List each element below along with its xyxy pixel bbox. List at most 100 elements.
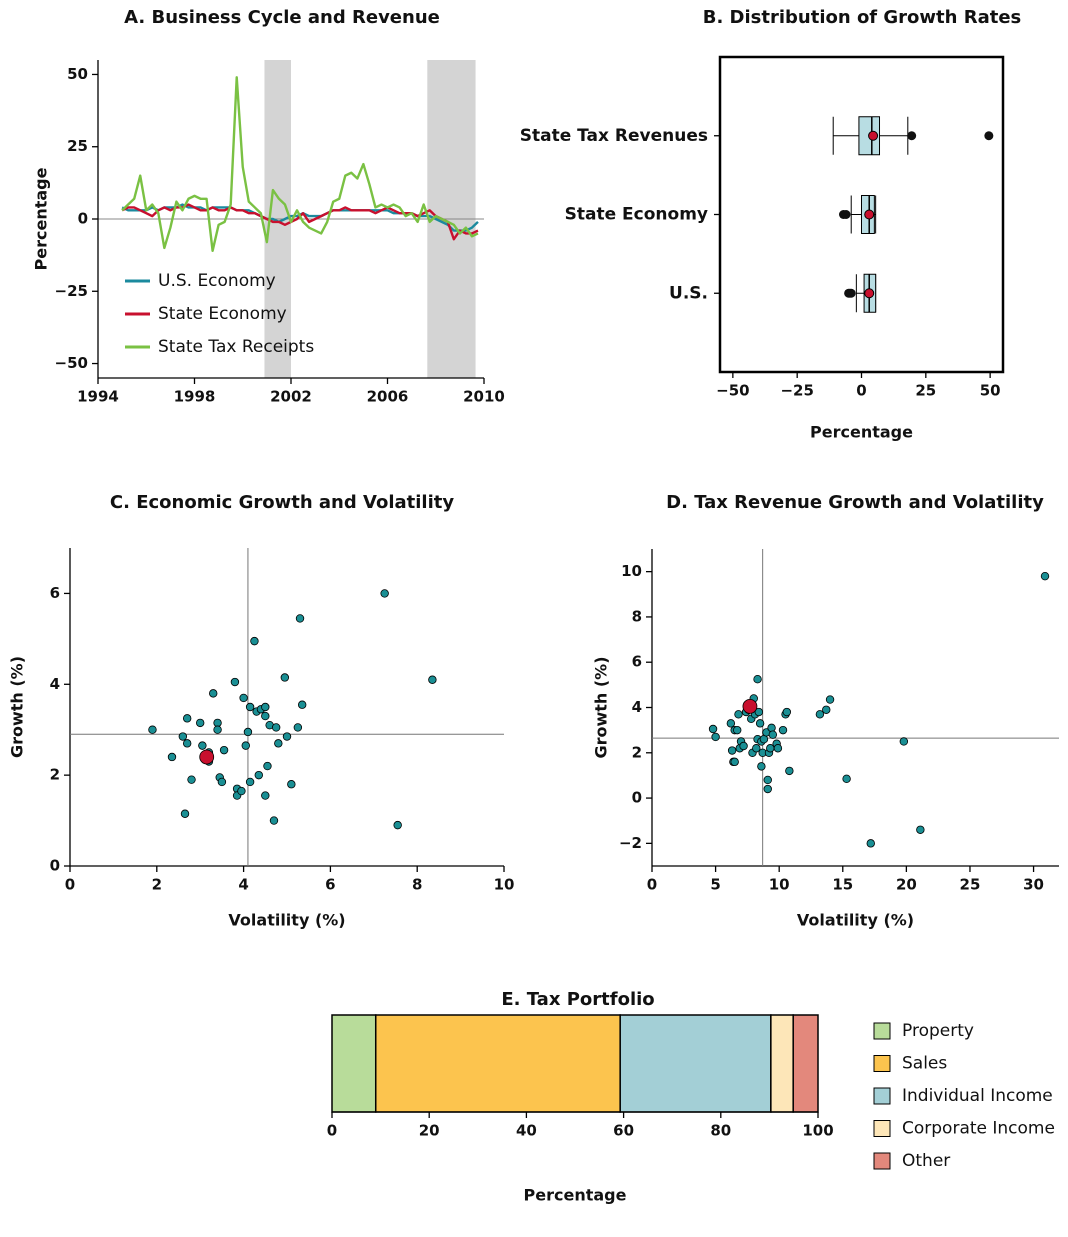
x-tick-label: 10 [769, 876, 790, 894]
point [219, 745, 229, 755]
x-tick-label: 2002 [270, 388, 312, 406]
point [782, 707, 792, 717]
point [753, 674, 762, 684]
legend-label: Property [902, 1021, 974, 1041]
point [428, 675, 437, 684]
x-tick-label: 0 [856, 382, 866, 400]
point [243, 727, 253, 737]
x-tick-label: 25 [960, 876, 981, 894]
chart-title: A. Business Cycle and Revenue [124, 7, 440, 28]
legend-label: Individual Income [902, 1086, 1053, 1106]
point [254, 770, 263, 780]
point [167, 752, 177, 762]
point [182, 739, 192, 748]
x-tick-label: 30 [1023, 876, 1044, 894]
y-tick-label: −2 [619, 834, 642, 852]
y-axis-label: Growth (%) [8, 656, 27, 758]
point [261, 711, 270, 721]
x-tick-label: 80 [710, 1122, 731, 1140]
point [178, 732, 188, 741]
point [752, 744, 761, 753]
bar-segment [374, 1014, 621, 1113]
x-tick-label: 6 [325, 876, 335, 894]
point [230, 677, 240, 687]
y-tick-label: 0 [50, 857, 60, 875]
point [287, 780, 296, 789]
point [734, 710, 743, 719]
legend-label: Sales [902, 1054, 947, 1074]
y-tick-label: 0 [78, 210, 88, 228]
point [261, 702, 270, 712]
point [708, 724, 718, 734]
x-tick-label: −25 [780, 382, 813, 400]
x-tick-label: 60 [613, 1122, 634, 1140]
category-label: State Tax Revenues [520, 126, 708, 146]
y-tick-label: 6 [632, 653, 642, 671]
bar-segment [770, 1014, 794, 1113]
point [295, 614, 305, 623]
point [245, 702, 255, 712]
legend-label: State Tax Receipts [158, 337, 314, 357]
point [180, 809, 190, 818]
y-tick-label: 4 [50, 675, 60, 693]
point [1040, 571, 1050, 581]
point [739, 741, 748, 751]
point [213, 725, 222, 734]
point [768, 730, 778, 739]
y-tick-label: 6 [50, 584, 60, 602]
point [866, 839, 875, 848]
mean [864, 288, 875, 299]
chart-title: E. Tax Portfolio [501, 989, 654, 1010]
x-tick-label: 2 [152, 876, 162, 894]
chart-title: D. Tax Revenue Growth and Volatility [666, 492, 1044, 513]
x-tick-label: 15 [832, 876, 853, 894]
outlier [984, 131, 994, 141]
bar-segment [619, 1014, 772, 1113]
x-tick-label: 40 [516, 1122, 537, 1140]
x-tick-label: 20 [419, 1122, 440, 1140]
legend-swatch [873, 1022, 891, 1040]
mean [868, 130, 879, 141]
point [274, 739, 283, 748]
legend-swatch [873, 1087, 891, 1105]
category-label: State Economy [565, 205, 708, 225]
mean [864, 209, 875, 220]
y-tick-label: −50 [55, 354, 88, 372]
x-tick-label: 8 [412, 876, 422, 894]
x-axis-label: Volatility (%) [797, 911, 914, 930]
point [726, 719, 736, 728]
y-axis-label: Percentage [32, 167, 51, 270]
x-tick-label: −50 [716, 382, 749, 400]
point [380, 589, 389, 598]
point [209, 689, 218, 698]
outlier [841, 210, 851, 219]
point [785, 766, 794, 776]
legend-swatch [873, 1055, 891, 1072]
y-tick-label: 10 [621, 562, 642, 580]
point [822, 705, 831, 714]
point [763, 775, 772, 785]
y-tick-label: 2 [632, 743, 642, 761]
legend-label: State Economy [158, 304, 287, 324]
x-tick-label: 50 [980, 382, 1001, 400]
point [711, 732, 720, 742]
x-axis-label: Volatility (%) [228, 911, 345, 930]
point [842, 774, 851, 784]
y-tick-label: 50 [67, 65, 88, 83]
x-tick-label: 2010 [463, 388, 505, 406]
point [825, 695, 835, 704]
point [916, 825, 925, 834]
x-tick-label: 4 [238, 876, 248, 894]
point [755, 719, 765, 728]
point [730, 757, 739, 767]
x-tick-label: 1998 [174, 388, 216, 406]
outlier [907, 131, 917, 141]
x-tick-label: 10 [494, 876, 515, 894]
x-tick-label: 0 [65, 876, 75, 894]
bar-segment [792, 1014, 819, 1113]
y-tick-label: 4 [632, 698, 642, 716]
series-line [121, 76, 479, 252]
y-tick-label: 2 [50, 766, 60, 784]
point [754, 707, 764, 717]
